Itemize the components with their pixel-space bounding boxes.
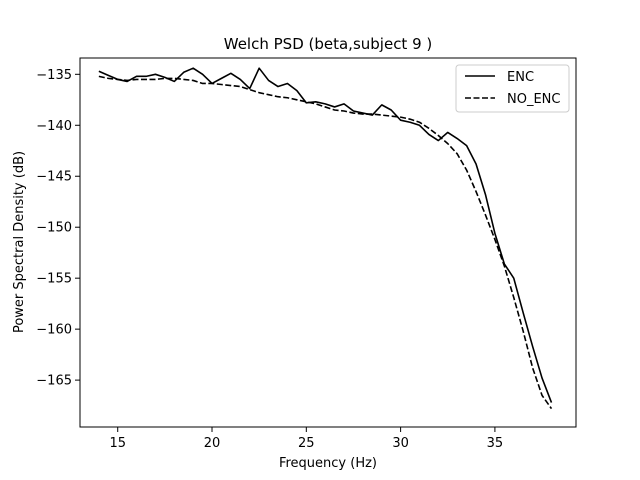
x-tick-label: 15 <box>109 436 126 451</box>
x-axis: 15 20 25 30 35 <box>109 427 503 451</box>
y-tick-label: −145 <box>36 170 72 185</box>
legend-label-no-enc: NO_ENC <box>507 92 560 107</box>
x-tick-label: 35 <box>487 436 504 451</box>
chart-title: Welch PSD (beta,subject 9 ) <box>224 35 433 53</box>
plot-frame <box>79 57 577 428</box>
y-tick-label: −160 <box>36 323 72 338</box>
x-tick-label: 30 <box>392 436 409 451</box>
y-axis: −135 −140 −145 −150 −155 −160 −165 <box>36 68 80 389</box>
legend-label-enc: ENC <box>507 70 534 85</box>
series-layer <box>98 67 553 410</box>
series-line-no-enc <box>98 75 553 410</box>
y-tick-label: −165 <box>36 374 72 389</box>
y-tick-label: −150 <box>36 221 72 236</box>
y-tick-label: −135 <box>36 68 72 83</box>
x-axis-label: Frequency (Hz) <box>279 456 377 471</box>
y-tick-label: −140 <box>36 119 72 134</box>
y-tick-label: −155 <box>36 272 72 287</box>
x-tick-label: 25 <box>298 436 315 451</box>
legend: ENC NO_ENC <box>455 64 570 113</box>
series-line-enc <box>98 67 553 403</box>
y-axis-label: Power Spectral Density (dB) <box>12 151 27 333</box>
x-tick-label: 20 <box>204 436 221 451</box>
